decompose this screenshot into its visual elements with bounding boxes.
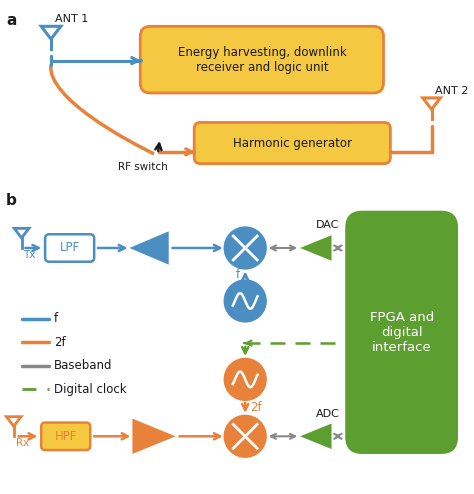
Text: f: f: [54, 312, 58, 325]
Text: Baseband: Baseband: [54, 359, 112, 372]
Circle shape: [225, 359, 266, 400]
Polygon shape: [132, 418, 175, 454]
Text: b: b: [6, 193, 17, 208]
Text: DAC: DAC: [316, 220, 339, 230]
Text: a: a: [6, 12, 16, 28]
Text: Energy harvesting, downlink
receiver and logic unit: Energy harvesting, downlink receiver and…: [177, 45, 346, 74]
FancyBboxPatch shape: [140, 26, 383, 93]
Text: ADC: ADC: [316, 409, 339, 419]
Text: FPGA and
digital
interface: FPGA and digital interface: [370, 311, 434, 354]
Text: Tx: Tx: [24, 250, 36, 260]
FancyBboxPatch shape: [45, 234, 94, 262]
FancyBboxPatch shape: [41, 422, 90, 450]
Text: ANT 2: ANT 2: [436, 86, 469, 96]
FancyBboxPatch shape: [345, 211, 458, 454]
Text: RF switch: RF switch: [118, 162, 167, 171]
Text: Harmonic generator: Harmonic generator: [233, 136, 352, 150]
Circle shape: [225, 227, 266, 269]
Text: LPF: LPF: [60, 242, 80, 254]
Polygon shape: [300, 423, 331, 449]
Text: ANT 1: ANT 1: [55, 14, 88, 24]
Text: HPF: HPF: [55, 430, 77, 443]
Text: 2f: 2f: [54, 335, 65, 349]
Text: Digital clock: Digital clock: [54, 383, 127, 396]
Text: 2f: 2f: [250, 401, 262, 414]
Text: f: f: [236, 268, 240, 281]
Circle shape: [225, 281, 266, 322]
Polygon shape: [129, 231, 169, 265]
Text: Rx: Rx: [16, 438, 29, 448]
FancyBboxPatch shape: [194, 123, 391, 164]
Polygon shape: [300, 235, 331, 261]
Circle shape: [225, 416, 266, 457]
